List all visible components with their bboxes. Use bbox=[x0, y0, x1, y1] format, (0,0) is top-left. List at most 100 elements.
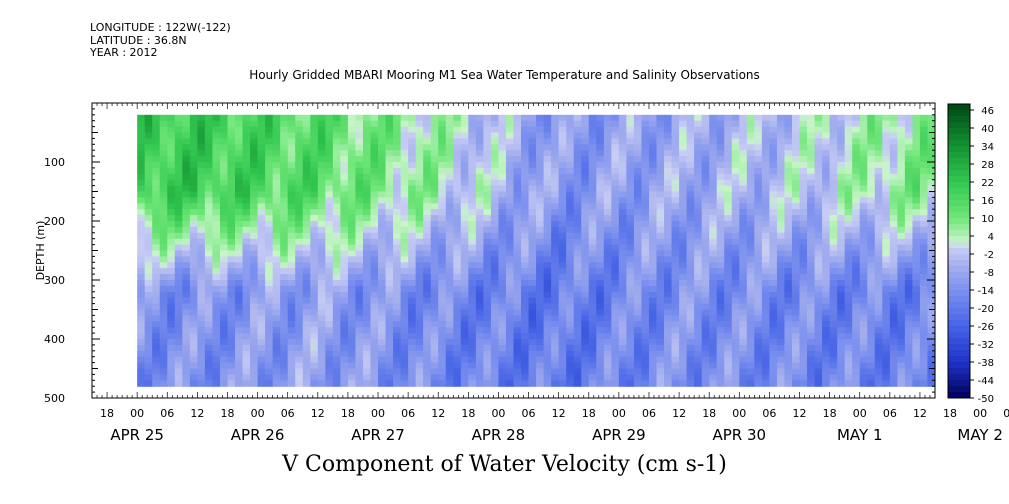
heatmap-cell bbox=[370, 344, 379, 352]
heatmap-cell bbox=[332, 315, 341, 322]
heatmap-cell bbox=[378, 327, 387, 334]
heatmap-cell bbox=[814, 309, 823, 316]
heatmap-cell bbox=[769, 368, 778, 375]
heatmap-cell bbox=[310, 315, 319, 322]
heatmap-cell bbox=[837, 362, 846, 370]
heatmap-cell bbox=[822, 221, 831, 228]
heatmap-cell bbox=[709, 362, 718, 370]
heatmap-cell bbox=[347, 303, 357, 311]
heatmap-cell bbox=[573, 285, 582, 293]
heatmap-cell bbox=[212, 150, 221, 157]
heatmap-cell bbox=[204, 368, 214, 375]
heatmap-cell bbox=[340, 262, 349, 269]
heatmap-cell bbox=[332, 280, 341, 287]
heatmap-cell bbox=[897, 380, 906, 387]
heatmap-cell bbox=[852, 173, 861, 181]
heatmap-cell bbox=[633, 120, 643, 128]
heatmap-cell bbox=[505, 132, 515, 139]
heatmap-cell bbox=[791, 303, 801, 311]
heatmap-cell bbox=[137, 162, 146, 169]
heatmap-cell bbox=[664, 167, 673, 175]
heatmap-cell bbox=[144, 303, 153, 311]
heatmap-cell bbox=[152, 309, 161, 316]
heatmap-cell bbox=[460, 156, 469, 163]
heatmap-cell bbox=[618, 262, 628, 269]
heatmap-cell bbox=[633, 167, 643, 175]
heatmap-cell bbox=[671, 221, 680, 228]
heatmap-cell bbox=[385, 167, 394, 175]
heatmap-cell bbox=[483, 268, 492, 275]
heatmap-cell bbox=[731, 344, 740, 352]
heatmap-cell bbox=[445, 374, 454, 381]
heatmap-cell bbox=[754, 350, 763, 358]
heatmap-cell bbox=[137, 374, 146, 381]
heatmap-cell bbox=[852, 144, 861, 151]
heatmap-cell bbox=[460, 238, 469, 246]
heatmap-cell bbox=[310, 339, 319, 346]
heatmap-cell bbox=[852, 250, 861, 257]
heatmap-cell bbox=[814, 232, 823, 240]
heatmap-cell bbox=[581, 232, 590, 240]
heatmap-cell bbox=[867, 297, 876, 305]
heatmap-cell bbox=[505, 197, 515, 204]
heatmap-cell bbox=[227, 274, 236, 281]
heatmap-cell bbox=[242, 244, 251, 252]
heatmap-cell bbox=[460, 197, 469, 204]
heatmap-cell bbox=[174, 262, 183, 269]
heatmap-cell bbox=[784, 262, 793, 269]
heatmap-cell bbox=[709, 339, 718, 346]
heatmap-cell bbox=[513, 126, 522, 134]
heatmap-cell bbox=[197, 327, 206, 334]
heatmap-cell bbox=[423, 150, 432, 157]
heatmap-cell bbox=[159, 126, 168, 134]
heatmap-cell bbox=[709, 120, 718, 128]
heatmap-cell bbox=[295, 209, 304, 216]
heatmap-cell bbox=[347, 280, 357, 287]
heatmap-cell bbox=[671, 179, 680, 187]
heatmap-cell bbox=[310, 144, 319, 151]
heatmap-cell bbox=[611, 268, 620, 275]
heatmap-cell bbox=[746, 114, 755, 122]
heatmap-cell bbox=[498, 315, 507, 322]
heatmap-cell bbox=[137, 114, 146, 122]
heatmap-cell bbox=[445, 256, 454, 263]
heatmap-cell bbox=[378, 315, 387, 322]
heatmap-cell bbox=[754, 374, 763, 381]
heatmap-cell bbox=[889, 238, 898, 246]
heatmap-cell bbox=[378, 191, 387, 198]
heatmap-cell bbox=[536, 262, 545, 269]
heatmap-cell bbox=[671, 262, 680, 269]
heatmap-cell bbox=[521, 179, 530, 187]
heatmap-cell bbox=[656, 280, 665, 287]
heatmap-cell bbox=[159, 321, 168, 328]
heatmap-cell bbox=[664, 238, 673, 246]
heatmap-cell bbox=[754, 297, 763, 305]
heatmap-cell bbox=[167, 262, 176, 269]
heatmap-cell bbox=[317, 339, 326, 346]
heatmap-cell bbox=[739, 315, 748, 322]
heatmap-cell bbox=[874, 250, 883, 257]
heatmap-cell bbox=[867, 221, 876, 228]
heatmap-cell bbox=[460, 315, 469, 322]
heatmap-cell bbox=[739, 262, 748, 269]
heatmap-cell bbox=[521, 138, 530, 145]
heatmap-cell bbox=[528, 167, 537, 175]
heatmap-cell bbox=[295, 268, 304, 275]
heatmap-cell bbox=[167, 280, 176, 287]
heatmap-cell bbox=[656, 138, 665, 145]
heatmap-cell bbox=[822, 126, 831, 134]
heatmap-cell bbox=[588, 256, 597, 263]
heatmap-cell bbox=[468, 256, 477, 263]
heatmap-cell bbox=[152, 209, 161, 216]
heatmap-cell bbox=[475, 368, 484, 375]
heatmap-cell bbox=[250, 221, 259, 228]
heatmap-cell bbox=[408, 162, 417, 169]
heatmap-cell bbox=[438, 297, 447, 305]
heatmap-cell bbox=[347, 344, 357, 352]
heatmap-cell bbox=[453, 321, 462, 328]
heatmap-cell bbox=[468, 262, 477, 269]
heatmap-cell bbox=[799, 327, 808, 334]
heatmap-cell bbox=[769, 126, 778, 134]
heatmap-cell bbox=[167, 150, 176, 157]
heatmap-cell bbox=[197, 344, 206, 352]
